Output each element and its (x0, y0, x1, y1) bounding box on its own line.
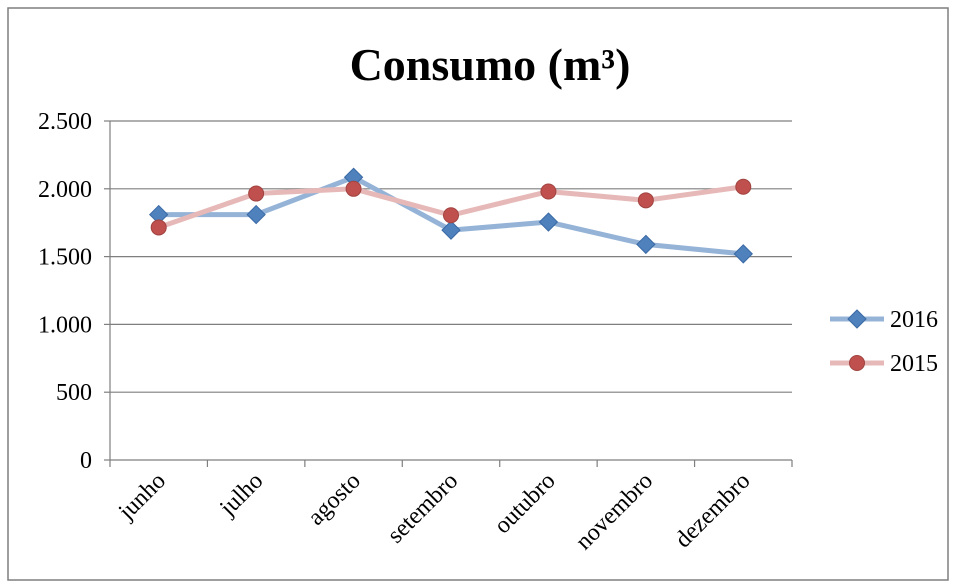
data-point-2016 (538, 212, 559, 232)
legend-marker (847, 309, 867, 329)
legend-label: 2016 (890, 307, 938, 333)
data-point-2015 (150, 219, 167, 236)
legend-entry-2015: 2015 (830, 351, 938, 377)
data-point-2015 (735, 178, 752, 195)
y-tick-label: 2.500 (38, 109, 92, 135)
legend-entry-2016: 2016 (830, 307, 938, 333)
chart-title: Consumo (m³) (350, 39, 631, 90)
series-2016 (149, 167, 753, 264)
legend-marker (849, 355, 865, 371)
y-axis-tick-labels: 0 500 1.000 1.500 2.000 2.500 (38, 109, 92, 474)
legend-label: 2015 (890, 351, 938, 377)
data-point-2015 (345, 180, 362, 197)
series-lines (149, 167, 753, 264)
axes (104, 120, 793, 467)
data-point-2016 (441, 220, 461, 240)
series-2015 (150, 178, 752, 236)
data-point-2016 (246, 204, 266, 225)
y-tick-label: 1.500 (38, 245, 92, 271)
y-tick-label: 500 (56, 380, 92, 406)
data-point-2015 (248, 185, 265, 202)
data-point-2015 (540, 183, 557, 200)
gridlines (110, 120, 792, 393)
data-point-2016 (636, 234, 656, 255)
y-tick-label: 0 (80, 448, 92, 474)
y-tick-label: 1.000 (38, 312, 92, 338)
y-tick-label: 2.000 (38, 177, 92, 203)
data-point-2016 (733, 244, 753, 264)
data-point-2015 (443, 207, 459, 224)
data-point-2015 (637, 192, 654, 209)
legend: 2016 2015 (830, 307, 938, 377)
chart-border (7, 7, 949, 581)
